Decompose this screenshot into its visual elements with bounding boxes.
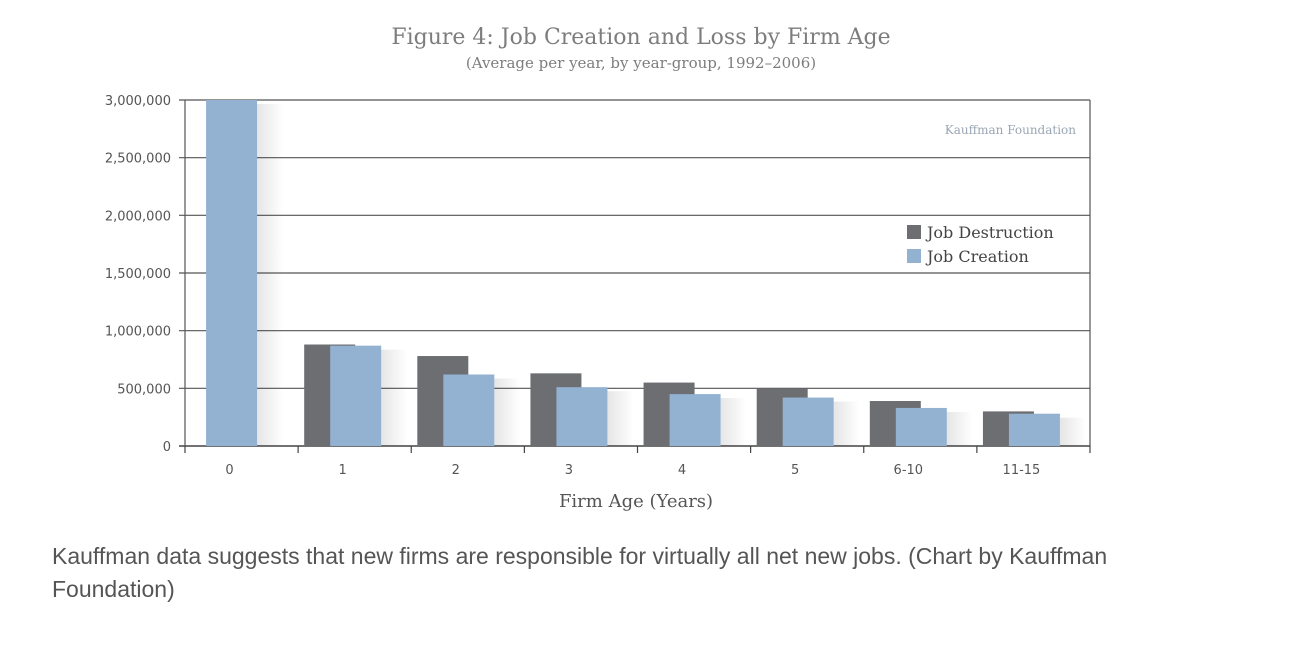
y-tick-label: 2,000,000 — [105, 209, 171, 224]
bar-shadow — [720, 398, 747, 446]
x-tick-label: 5 — [791, 463, 799, 478]
x-tick-label: 6-10 — [894, 463, 924, 478]
bar-job-creation-0 — [206, 100, 258, 446]
source-watermark: Kauffman Foundation — [945, 123, 1077, 137]
bar-job-creation-11-15 — [1008, 413, 1060, 446]
x-tick-label: 1 — [339, 463, 347, 478]
y-tick-label: 1,500,000 — [105, 267, 171, 282]
bar-job-creation-3 — [556, 387, 608, 446]
bar-job-creation-2 — [443, 374, 495, 446]
bar-shadow — [381, 349, 408, 446]
legend: Job Destruction Job Creation — [907, 223, 1054, 266]
chart-title: Figure 4: Job Creation and Loss by Firm … — [391, 25, 890, 50]
bar-shadow — [833, 401, 860, 446]
y-tick-label: 0 — [163, 440, 171, 455]
x-tick-label: 0 — [225, 463, 233, 478]
bar-shadow — [494, 378, 521, 446]
legend-label-job-destruction: Job Destruction — [925, 223, 1054, 242]
bar-shadow — [257, 104, 284, 446]
legend-label-job-creation: Job Creation — [925, 247, 1029, 266]
legend-swatch-job-destruction — [907, 225, 921, 239]
x-tick-label: 4 — [678, 463, 686, 478]
y-tick-label: 500,000 — [117, 382, 171, 397]
y-tick-label: 1,000,000 — [105, 325, 171, 340]
bar-job-creation-4 — [669, 394, 721, 446]
bar-shadow — [946, 411, 973, 446]
y-tick-label: 3,000,000 — [105, 94, 171, 109]
bar-shadow — [607, 391, 634, 446]
bars — [206, 100, 1086, 446]
x-axis-title: Firm Age (Years) — [559, 491, 713, 512]
bar-chart: Figure 4: Job Creation and Loss by Firm … — [105, 25, 1091, 512]
x-tick-label: 3 — [565, 463, 573, 478]
bar-job-creation-1 — [330, 345, 382, 446]
bar-shadow — [1059, 417, 1086, 446]
figure-caption: Kauffman data suggests that new firms ar… — [52, 543, 1108, 602]
bar-job-creation-5 — [782, 397, 834, 446]
chart-subtitle: (Average per year, by year-group, 1992–2… — [466, 54, 816, 72]
x-tick-label: 11-15 — [1003, 463, 1041, 478]
bar-job-creation-6-10 — [895, 407, 947, 446]
x-axis-ticks: 0 1 2 3 4 5 6-10 11-15 — [184, 446, 1091, 478]
y-tick-label: 2,500,000 — [105, 152, 171, 167]
x-tick-label: 2 — [452, 463, 460, 478]
legend-swatch-job-creation — [907, 249, 921, 263]
y-axis-ticks: 0 500,000 1,000,000 1,500,000 2,000,000 2,500… — [105, 94, 171, 455]
